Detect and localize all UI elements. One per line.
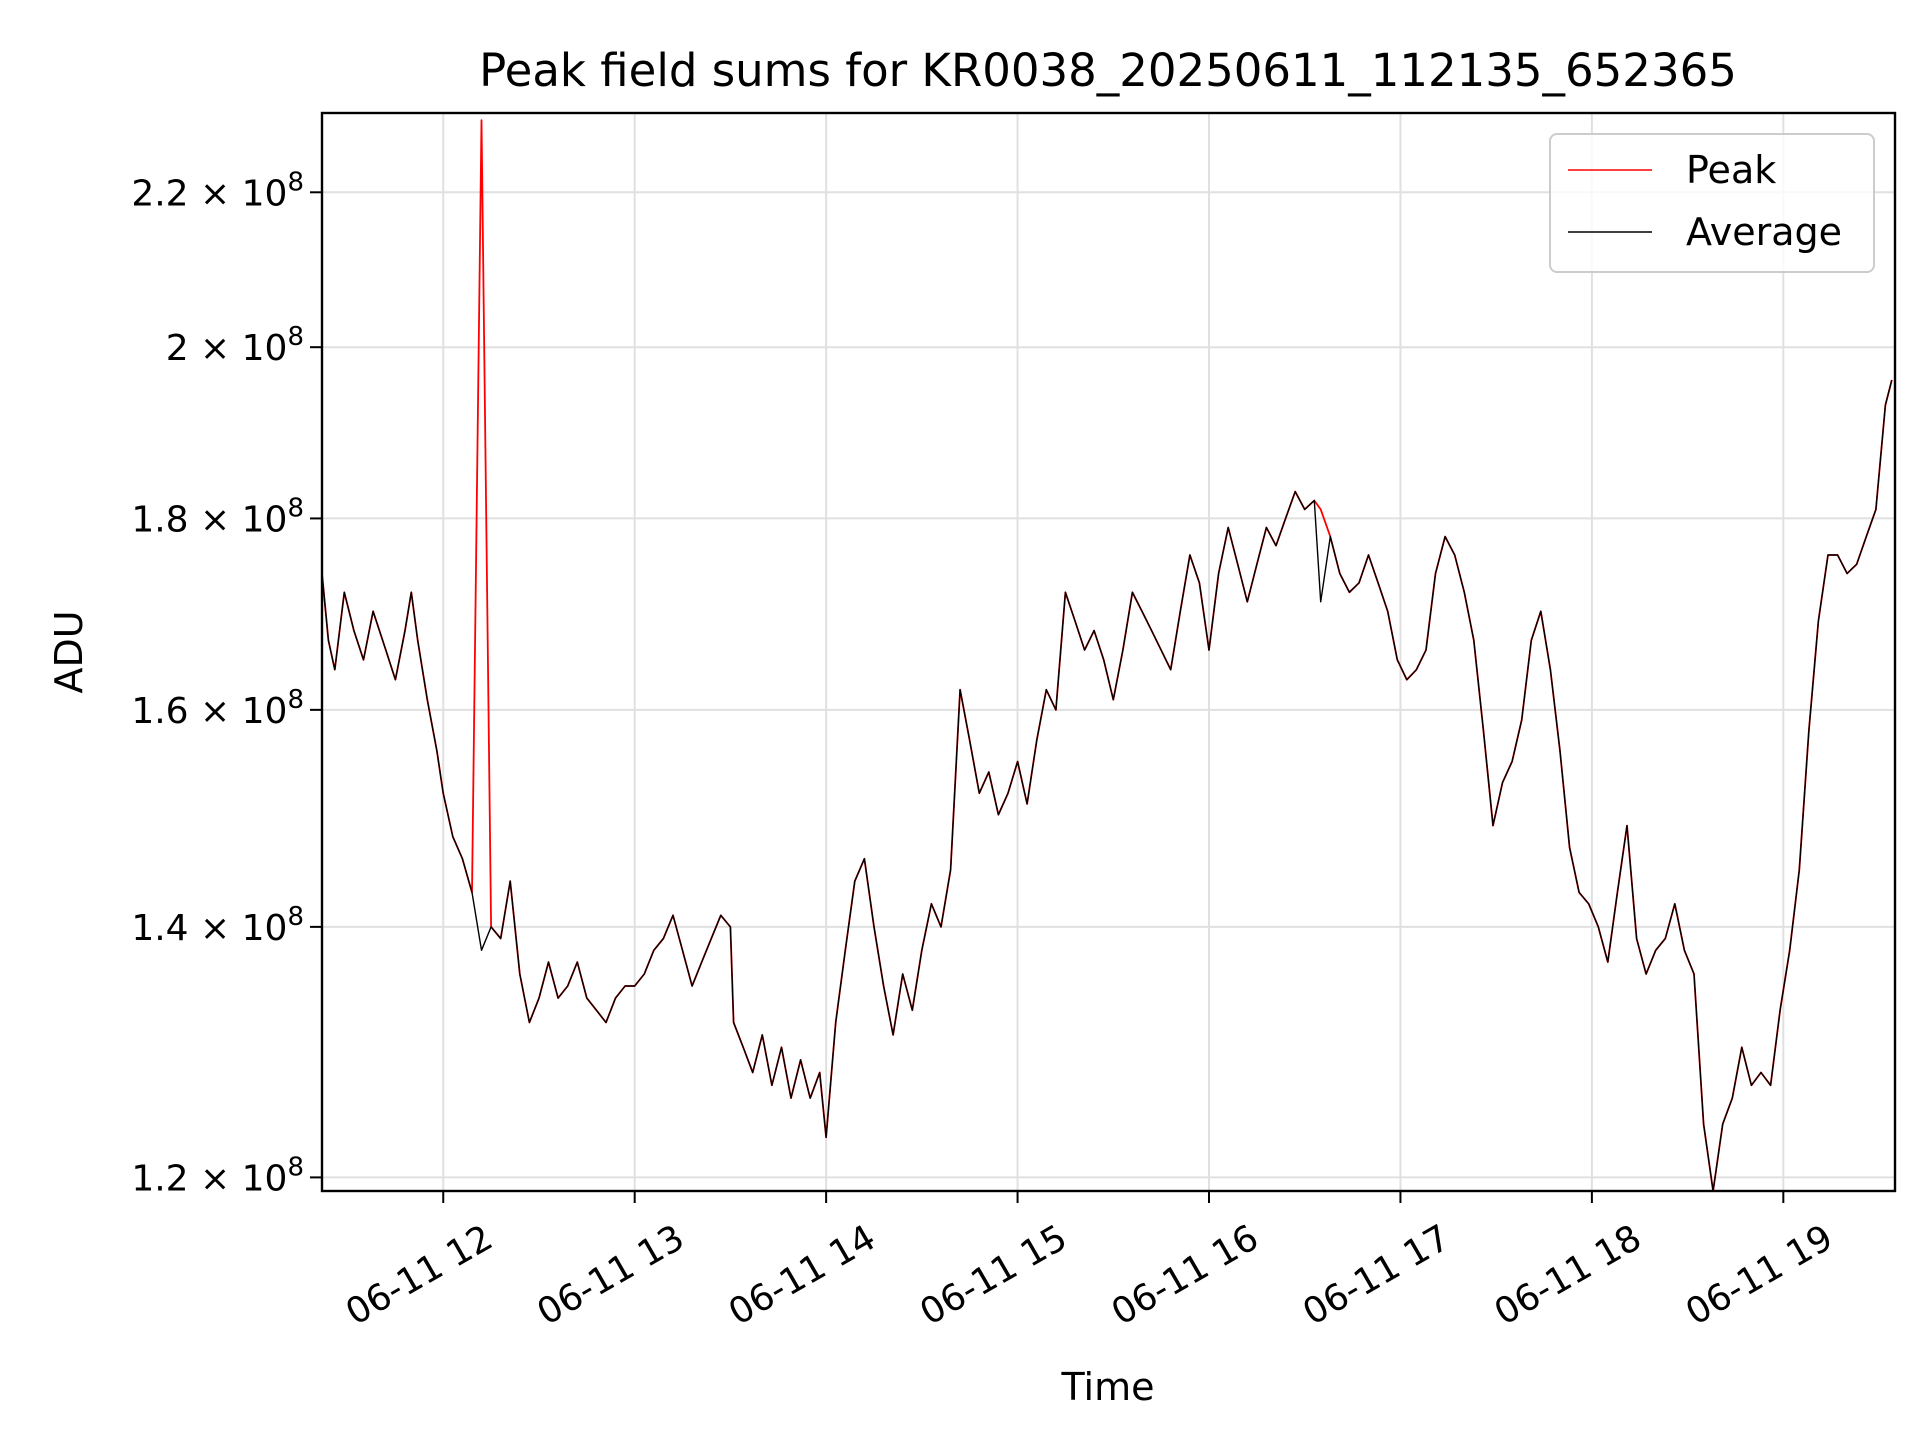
y-tick-exponent-1: 8 xyxy=(287,902,304,932)
x-axis-label: Time xyxy=(1061,1365,1155,1409)
y-tick-mantissa-0: 1.2 xyxy=(131,1158,188,1199)
plot-frame xyxy=(320,111,1897,1193)
y-tick-label-2: 1.6 × 108 xyxy=(131,685,304,732)
y-tick-exponent-4: 8 xyxy=(287,322,304,352)
y-tick-mantissa-5: 2.2 xyxy=(131,173,188,214)
y-tick-exponent-2: 8 xyxy=(287,685,304,715)
y-tick-label-3: 1.8 × 108 xyxy=(131,493,304,540)
y-axis-label: ADU xyxy=(47,610,91,693)
series-line-average xyxy=(321,379,1893,1192)
legend: Peak Average xyxy=(1549,133,1875,273)
y-tick-exponent-0: 8 xyxy=(287,1152,304,1182)
y-tick-mantissa-4: 2 xyxy=(166,328,189,369)
legend-label-peak: Peak xyxy=(1686,148,1776,192)
series-lines xyxy=(321,119,1893,1192)
y-tick-exponent-3: 8 xyxy=(287,493,304,523)
y-tick-label-0: 1.2 × 108 xyxy=(131,1152,304,1199)
y-tick-exponent-5: 8 xyxy=(287,167,304,197)
y-tick-label-1: 1.4 × 108 xyxy=(131,902,304,949)
y-tick-label-4: 2 × 108 xyxy=(166,322,304,369)
y-tick-mantissa-3: 1.8 xyxy=(131,499,188,540)
legend-box xyxy=(1549,133,1875,273)
legend-label-average: Average xyxy=(1686,210,1842,254)
y-tick-mantissa-1: 1.4 xyxy=(131,908,188,949)
chart-title: Peak field sums for KR0038_20250611_1121… xyxy=(479,44,1737,97)
y-tick-label-5: 2.2 × 108 xyxy=(131,167,304,214)
y-tick-mantissa-2: 1.6 xyxy=(131,691,188,732)
grid xyxy=(322,113,1895,1191)
